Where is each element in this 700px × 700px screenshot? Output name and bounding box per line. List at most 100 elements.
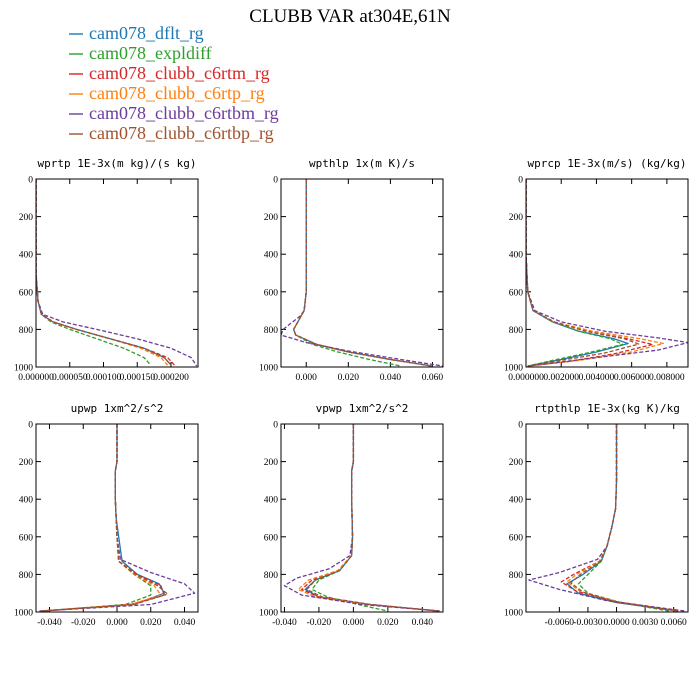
y-tick-label: 600 xyxy=(264,533,279,543)
legend-label: cam078_clubb_c6rtbm_rg xyxy=(89,103,279,123)
series-line-cam078-expldiff xyxy=(526,179,624,367)
y-tick-label: 200 xyxy=(19,213,34,223)
x-tick-label: 0.004000 xyxy=(579,373,615,383)
figure-title: CLUBB VAR at304E,61N xyxy=(249,6,451,27)
y-tick-label: 400 xyxy=(19,496,34,506)
chart-title: vpwp 1xm^2/s^2 xyxy=(316,402,409,415)
x-tick-label: 0.002000 xyxy=(543,373,579,383)
plot-frame xyxy=(35,423,199,613)
x-tick-label: 0.060 xyxy=(422,373,444,383)
chart-title: rtpthlp 1E-3x(kg K)/kg xyxy=(534,402,680,415)
chart-panel-1: wprtp 1E-3x(m kg)/(s kg) 0 200 400 600 800 100… xyxy=(14,157,199,383)
plot-frame xyxy=(525,423,689,613)
y-tick-label: 600 xyxy=(264,288,279,298)
x-tick-label: 0.0030 xyxy=(632,618,658,628)
chart-panel-6: rtpthlp 1E-3x(kg K)/kg 0 200 400 600 800 1000 -… xyxy=(504,402,689,628)
x-tick-label: -0.0030 xyxy=(573,618,603,628)
y-tick-label: 200 xyxy=(264,458,279,468)
chart-title: wprtp 1E-3x(m kg)/(s kg) xyxy=(38,157,197,170)
series-line-cam078-clubb-c6rtbp-rg xyxy=(570,424,679,612)
y-tick-label: 1000 xyxy=(259,609,278,619)
chart-panels: wprtp 1E-3x(m kg)/(s kg) 0 200 400 600 800 100… xyxy=(14,157,689,628)
x-tick-label: 0.000000 xyxy=(508,373,544,383)
plot-frame xyxy=(525,178,689,368)
y-tick-label: 1000 xyxy=(259,364,278,374)
x-tick-label: -0.020 xyxy=(307,618,332,628)
legend-label: cam078_dflt_rg xyxy=(89,23,204,43)
y-tick-label: 800 xyxy=(19,571,34,581)
x-tick-label: 0.0060 xyxy=(661,618,687,628)
series-group xyxy=(528,424,686,612)
series-group xyxy=(281,179,443,367)
legend-entry: cam078_clubb_c6rtm_rg xyxy=(69,63,270,83)
y-tick-label: 0 xyxy=(273,421,278,431)
y-tick-label: 600 xyxy=(509,288,524,298)
legend-label: cam078_expldiff xyxy=(89,43,212,63)
x-tick-label: 0.000050 xyxy=(52,373,88,383)
series-line-cam078-clubb-c6rtbp-rg xyxy=(36,179,172,366)
y-tick-label: 1000 xyxy=(504,609,523,619)
x-tick-label: 0.020 xyxy=(140,618,162,628)
y-tick-label: 200 xyxy=(509,213,524,223)
legend-label: cam078_clubb_c6rtbp_rg xyxy=(89,123,274,143)
x-tick-label: 0.006000 xyxy=(614,373,650,383)
x-tick-label: 0.000 xyxy=(106,618,128,628)
plot-frame xyxy=(35,178,199,368)
y-tick-label: 200 xyxy=(264,213,279,223)
series-line-cam078-clubb-c6rtbp-rg xyxy=(526,179,640,367)
x-tick-label: 0.000100 xyxy=(86,373,122,383)
x-tick-label: 0.000150 xyxy=(119,373,155,383)
y-tick-label: 600 xyxy=(19,533,34,543)
y-tick-label: 800 xyxy=(509,326,524,336)
series-group xyxy=(36,179,198,367)
plot-frame xyxy=(280,178,444,368)
x-tick-label: 0.020 xyxy=(338,373,360,383)
chart-title: upwp 1xm^2/s^2 xyxy=(71,402,164,415)
x-tick-label: -0.040 xyxy=(272,618,297,628)
y-tick-label: 600 xyxy=(509,533,524,543)
legend-entry: cam078_clubb_c6rtp_rg xyxy=(69,83,265,103)
y-tick-label: 400 xyxy=(264,251,279,261)
legend-entry: cam078_dflt_rg xyxy=(69,23,204,43)
x-tick-label: -0.040 xyxy=(37,618,62,628)
x-tick-label: 0.040 xyxy=(380,373,402,383)
y-tick-label: 400 xyxy=(509,251,524,261)
x-tick-label: 0.040 xyxy=(412,618,434,628)
y-tick-label: 800 xyxy=(19,326,34,336)
y-tick-label: 0 xyxy=(518,176,523,186)
y-tick-label: 800 xyxy=(264,326,279,336)
x-tick-label: -0.020 xyxy=(71,618,96,628)
series-line-cam078-clubb-c6rtbm-rg xyxy=(526,179,688,367)
y-tick-label: 800 xyxy=(509,571,524,581)
y-tick-label: 1000 xyxy=(14,609,33,619)
x-tick-label: 0.000 xyxy=(343,618,365,628)
y-tick-label: 200 xyxy=(509,458,524,468)
legend-label: cam078_clubb_c6rtp_rg xyxy=(89,83,265,103)
y-tick-label: 200 xyxy=(19,458,34,468)
legend-entry: cam078_clubb_c6rtbp_rg xyxy=(69,123,274,143)
y-tick-label: 0 xyxy=(518,421,523,431)
series-group xyxy=(283,424,440,612)
chart-panel-4: upwp 1xm^2/s^2 0 200 400 600 800 1000 -0.040 -0.… xyxy=(14,402,199,628)
chart-panel-5: vpwp 1xm^2/s^2 0 200 400 600 800 1000-0.040 -0.… xyxy=(259,402,444,628)
plot-frame xyxy=(280,423,444,613)
series-group xyxy=(39,424,196,612)
x-tick-label: 0.020 xyxy=(377,618,399,628)
y-tick-label: 800 xyxy=(264,571,279,581)
x-tick-label: 0.040 xyxy=(174,618,196,628)
y-tick-label: 0 xyxy=(28,421,33,431)
series-line-cam078-clubb-c6rtbp-rg xyxy=(292,179,433,367)
y-tick-label: 1000 xyxy=(504,364,523,374)
chart-panel-2: wpthlp 1x(m K)/s 0 200 400 600 800 1000 0.000 0.… xyxy=(259,157,444,383)
series-line-cam078-clubb-c6rtp-rg xyxy=(526,179,664,367)
x-tick-label: 0.000000 xyxy=(18,373,54,383)
y-tick-label: 0 xyxy=(273,176,278,186)
series-line-cam078-clubb-c6rtbp-rg xyxy=(41,424,169,612)
y-tick-label: 400 xyxy=(509,496,524,506)
y-tick-label: 600 xyxy=(19,288,34,298)
y-tick-label: 1000 xyxy=(14,364,33,374)
legend-label: cam078_clubb_c6rtm_rg xyxy=(89,63,270,83)
x-tick-label: 0.000 xyxy=(296,373,318,383)
